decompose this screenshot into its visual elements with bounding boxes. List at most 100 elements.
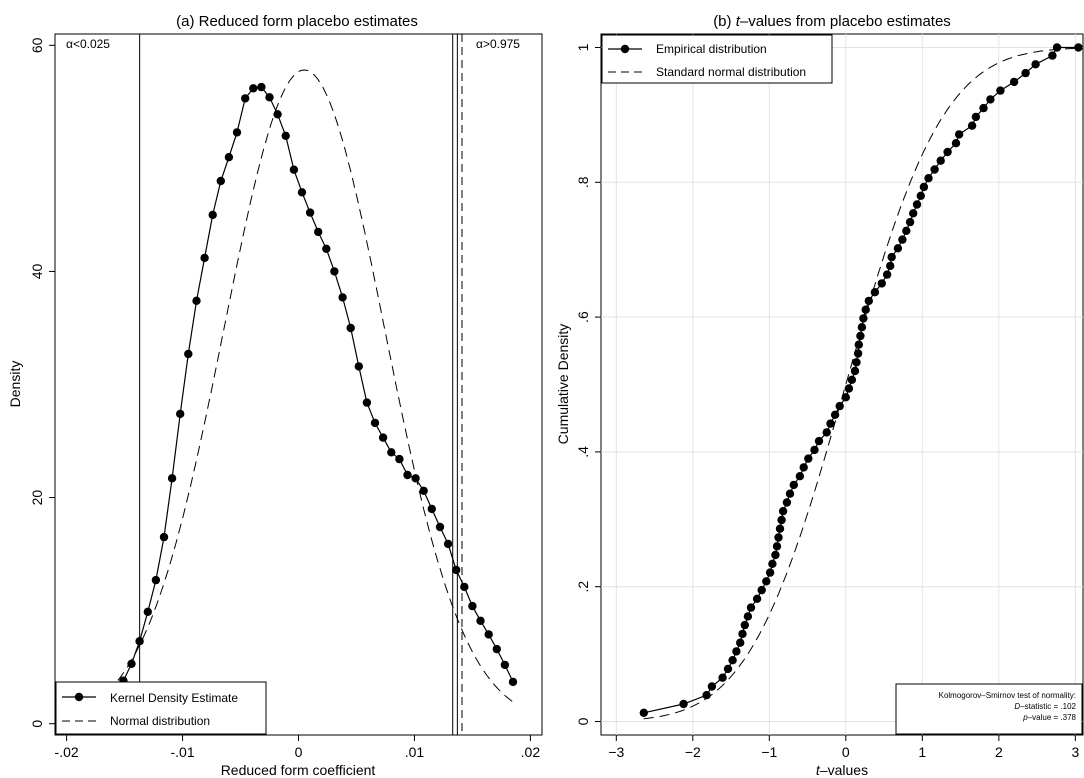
ks-note-d-rest: –statistic = .102 xyxy=(1020,702,1076,711)
empirical-point xyxy=(777,515,786,525)
kde-point xyxy=(200,253,209,263)
panel-b-y-axis: 0 .2 .4 .6 .8 1 xyxy=(575,43,601,725)
kde-point xyxy=(362,398,372,407)
y-tick-label: 20 xyxy=(29,490,45,506)
panel-b-title-rest: –values from placebo estimates xyxy=(740,13,951,30)
empirical-point xyxy=(909,209,918,218)
kde-point xyxy=(224,153,234,162)
empirical-point xyxy=(740,620,749,630)
empirical-point xyxy=(679,699,688,709)
panel-a-normal-curve xyxy=(106,69,514,703)
empirical-point xyxy=(853,349,863,358)
x-tick-label: 2 xyxy=(995,744,1003,760)
empirical-point xyxy=(718,673,727,682)
panel-b-xlabel-rest: –values xyxy=(820,762,868,778)
panel-a-x-axis-label: Reduced form coefficient xyxy=(221,762,376,778)
kde-point xyxy=(500,660,510,670)
kde-point xyxy=(257,82,266,92)
empirical-point xyxy=(916,191,925,200)
empirical-point xyxy=(857,323,867,332)
empirical-point xyxy=(835,401,844,411)
ks-note-line1: Kolmogorov–Smirnov test of normality: xyxy=(939,691,1076,700)
y-tick-label: .6 xyxy=(575,311,591,323)
kde-point xyxy=(468,601,477,611)
empirical-point xyxy=(765,568,775,577)
y-tick-label: .2 xyxy=(575,581,591,593)
empirical-point xyxy=(967,121,977,130)
panel-a-y-axis-label: Density xyxy=(7,361,23,408)
kde-point xyxy=(443,539,453,549)
empirical-point xyxy=(924,174,933,183)
x-tick-label: 0 xyxy=(295,744,303,760)
kde-point xyxy=(435,522,445,532)
x-tick-label: −3 xyxy=(608,744,624,760)
empirical-point xyxy=(702,691,711,700)
kde-point xyxy=(370,418,380,428)
empirical-point xyxy=(936,156,945,165)
kde-point xyxy=(492,644,501,654)
empirical-point xyxy=(886,261,895,271)
kde-point xyxy=(281,131,290,140)
kde-point xyxy=(151,575,161,585)
empirical-point xyxy=(743,612,753,621)
y-tick-label: 40 xyxy=(29,263,45,279)
kde-point xyxy=(143,607,152,616)
y-tick-label: 60 xyxy=(29,37,45,53)
kde-point xyxy=(411,474,420,483)
empirical-point xyxy=(799,463,808,472)
empirical-point xyxy=(852,358,861,367)
kde-point xyxy=(508,677,518,687)
empirical-point xyxy=(810,445,819,455)
empirical-point xyxy=(844,384,854,393)
panel-b-title-prefix: (b) xyxy=(713,13,736,30)
ks-note-line3: p–value = .378 xyxy=(1022,713,1076,722)
empirical-point xyxy=(943,147,952,157)
panel-b-y-axis-label: Cumulative Density xyxy=(555,324,571,445)
panel-b-xlabel-italic: t xyxy=(816,762,821,778)
empirical-point xyxy=(898,235,907,244)
y-tick-label: .4 xyxy=(575,446,591,458)
kde-point xyxy=(378,433,388,442)
legend-empirical-marker xyxy=(620,44,630,54)
panel-b-title: (b) t–values from placebo estimates xyxy=(713,13,951,30)
empirical-point xyxy=(795,472,805,481)
panel-a-title: (a) Reduced form placebo estimates xyxy=(176,13,418,30)
x-tick-label: −2 xyxy=(685,744,701,760)
empirical-point xyxy=(736,638,745,647)
panel-a-quantile-lines xyxy=(139,34,463,735)
ks-note-d-italic: D xyxy=(1014,702,1020,711)
empirical-point xyxy=(785,489,795,498)
empirical-point xyxy=(930,165,939,174)
x-tick-label: -.02 xyxy=(55,744,79,760)
kde-point xyxy=(265,93,274,102)
empirical-point xyxy=(856,331,865,341)
legend-std-normal-label: Standard normal distribution xyxy=(656,65,806,79)
alpha-upper-label: α>0.975 xyxy=(476,37,520,51)
kde-point xyxy=(476,616,485,625)
kde-point xyxy=(452,565,461,575)
kde-point xyxy=(346,323,355,333)
empirical-point xyxy=(877,279,886,288)
empirical-point xyxy=(887,252,896,262)
empirical-point xyxy=(746,603,756,612)
kde-point xyxy=(354,362,363,371)
legend-empirical-label: Empirical distribution xyxy=(656,42,767,56)
panel-a-y-axis: 0 20 40 60 xyxy=(29,37,55,728)
y-tick-label: 0 xyxy=(575,717,591,725)
kde-point xyxy=(127,659,136,668)
kde-point xyxy=(322,244,331,253)
empirical-point xyxy=(1031,60,1040,69)
empirical-point xyxy=(732,647,741,656)
panel-a-kernel-density-series xyxy=(119,82,518,687)
panel-b-empirical-series xyxy=(639,43,1083,717)
kde-line xyxy=(122,86,514,683)
std-normal-cdf-line xyxy=(643,47,1079,720)
empirical-point xyxy=(850,366,860,376)
x-tick-label: 0 xyxy=(842,744,850,760)
empirical-point xyxy=(762,577,771,586)
legend-kde-label: Kernel Density Estimate xyxy=(110,691,238,705)
empirical-point xyxy=(864,296,873,306)
kde-point xyxy=(159,532,169,542)
empirical-point xyxy=(826,419,835,428)
panel-a-legend: Kernel Density Estimate Normal distribut… xyxy=(55,681,267,735)
